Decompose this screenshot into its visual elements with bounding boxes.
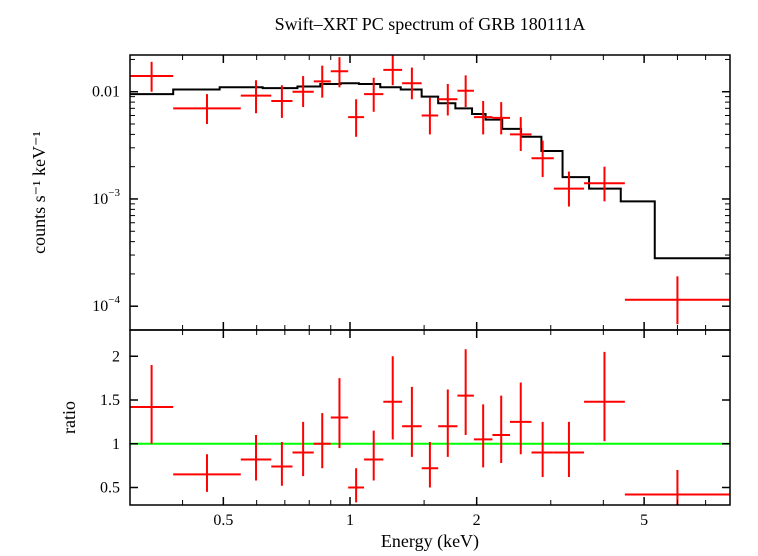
ratio-ticklabel: 2	[112, 348, 120, 365]
y-ticklabel: 10−3	[92, 187, 120, 208]
x-axis-label: Energy (keV)	[381, 531, 479, 552]
ratio-ticklabel: 0.5	[100, 480, 120, 497]
x-ticklabel: 5	[640, 512, 648, 529]
y-ticklabel: 10−4	[92, 294, 120, 315]
chart-title: Swift–XRT PC spectrum of GRB 180111A	[275, 14, 586, 34]
ratio-ticklabel: 1.5	[100, 392, 120, 409]
x-ticklabel: 2	[473, 512, 481, 529]
plot-svg: Swift–XRT PC spectrum of GRB 180111A 0.5 1…	[0, 0, 758, 556]
ratio-ticklabel: 1	[112, 436, 120, 453]
y-axis-label-top: counts s⁻¹ keV⁻¹	[29, 131, 49, 254]
x-ticklabel: 0.5	[213, 512, 233, 529]
y-ticklabel: 0.01	[92, 84, 120, 101]
spectrum-figure: Swift–XRT PC spectrum of GRB 180111A 0.5 1…	[0, 0, 758, 556]
x-ticklabel: 1	[346, 512, 354, 529]
y-axis-label-bottom: ratio	[59, 401, 79, 434]
